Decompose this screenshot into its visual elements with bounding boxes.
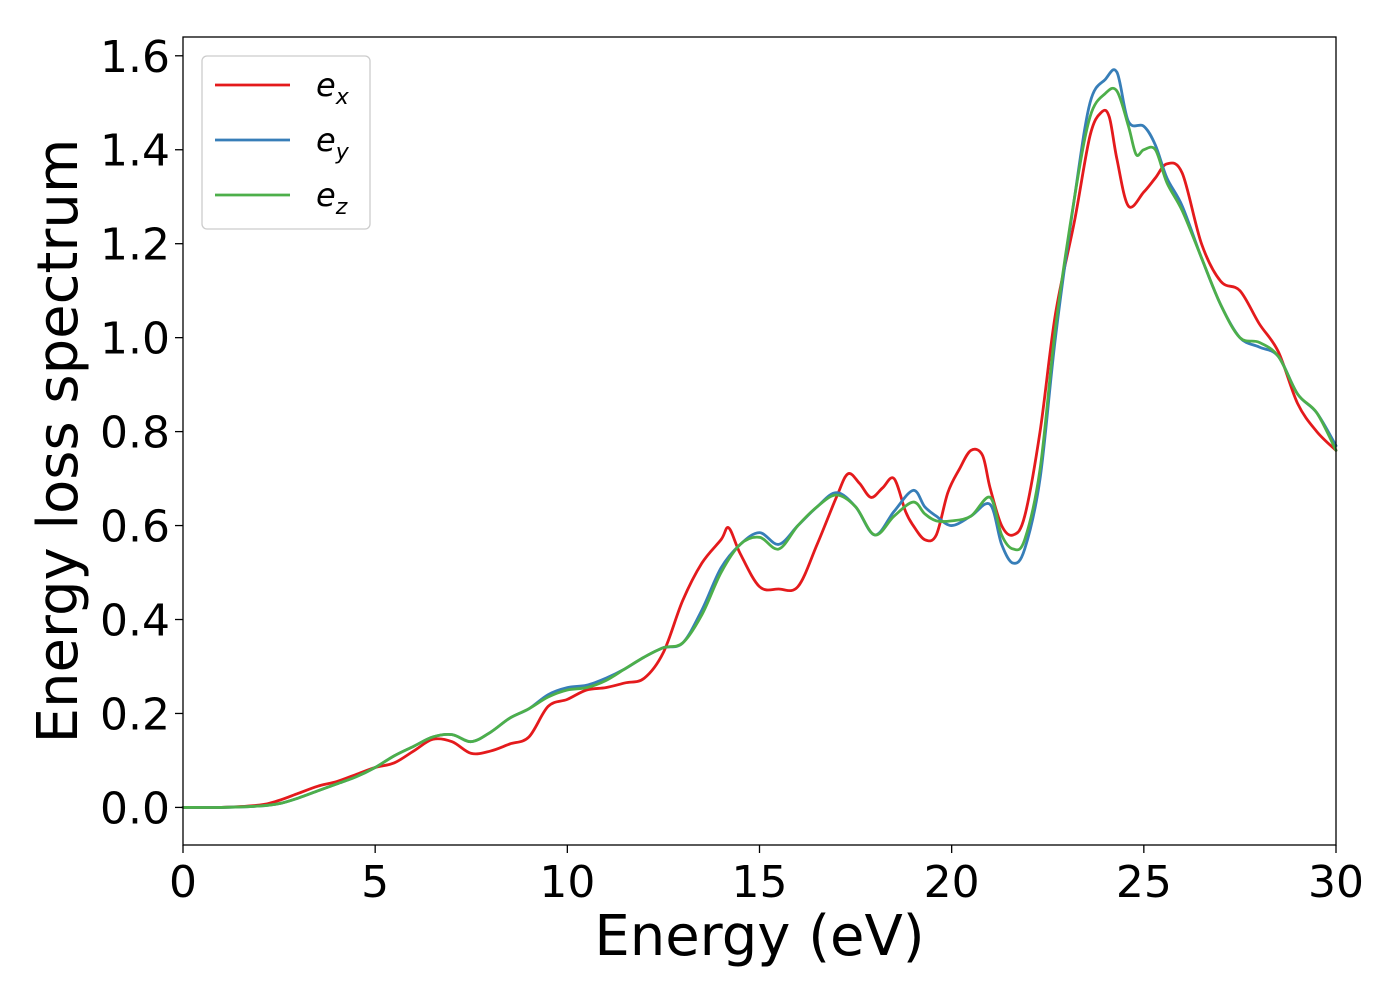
x-tick-label: 20 (924, 857, 980, 908)
legend-box (201, 55, 371, 230)
y-tick-label: 1.6 (100, 32, 170, 83)
y-tick-label: 0.2 (100, 689, 170, 740)
y-tick-label: 0.4 (100, 596, 170, 647)
x-tick-label: 0 (169, 857, 197, 908)
y-tick-label: 1.2 (100, 220, 170, 271)
series-layer (181, 68, 1338, 809)
legend-label-ey: ey (316, 121, 350, 165)
x-tick-label: 10 (539, 857, 595, 908)
y-axis-ticks: 0.0 0.2 0.4 0.6 0.8 1.0 1.2 1.4 1.6 (100, 32, 183, 834)
y-tick-label: 1.4 (100, 126, 170, 177)
x-tick-label: 5 (361, 857, 389, 908)
y-axis-title: Energy loss spectrum (26, 139, 91, 744)
series-line-ez (181, 86, 1338, 809)
plot-background (183, 37, 1336, 845)
x-axis-ticks: 0 5 10 15 20 25 30 (169, 845, 1364, 908)
x-tick-label: 15 (732, 857, 788, 908)
series-line-ex (181, 108, 1338, 809)
y-tick-label: 0.8 (100, 408, 170, 459)
y-tick-label: 0.6 (100, 502, 170, 553)
x-axis-title: Energy (eV) (594, 904, 924, 969)
y-tick-label: 1.0 (100, 314, 170, 365)
y-tick-label: 0.0 (100, 783, 170, 834)
x-tick-label: 30 (1308, 857, 1364, 908)
x-tick-label: 25 (1116, 857, 1172, 908)
